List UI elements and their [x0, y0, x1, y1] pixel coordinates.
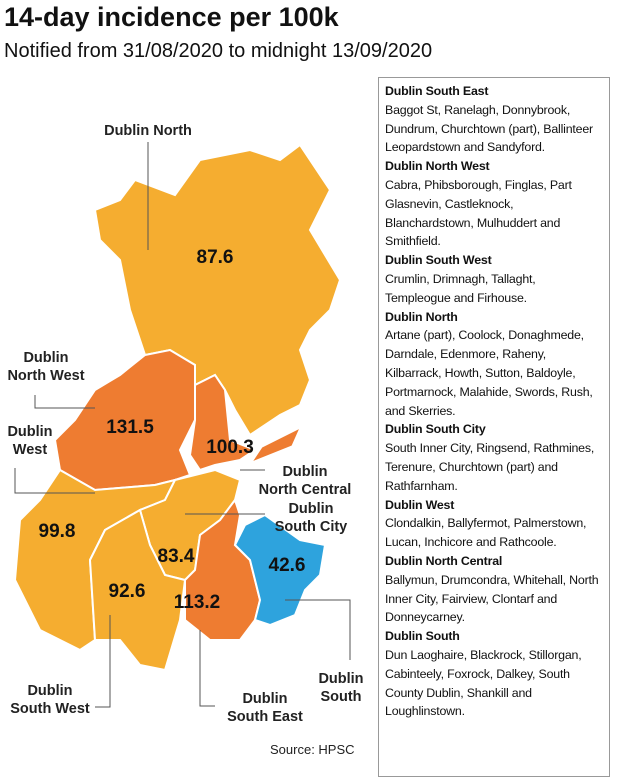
region-label: Dublin	[282, 464, 327, 480]
legend-text: Cabra, Phibsborough, Finglas, Part Glasn…	[385, 177, 572, 249]
legend-text: Dun Laoghaire, Blackrock, Stillorgan, Ca…	[385, 647, 582, 719]
leader-line	[14, 468, 95, 494]
legend-title: Dublin South	[385, 629, 460, 644]
leader-line	[95, 615, 111, 708]
region-label: West	[13, 442, 48, 458]
legend-text: Artane (part), Coolock, Donaghmede, Darn…	[385, 328, 593, 418]
legend-title: Dublin North West	[385, 159, 490, 174]
legend-text: Clondalkin, Ballyfermot, Palmerstown, Lu…	[385, 516, 587, 550]
legend-text: Crumlin, Drimnagh, Tallaght, Templeogue …	[385, 271, 536, 305]
region	[88, 508, 187, 672]
region-value: 100.3	[206, 437, 254, 458]
legend-title: Dublin West	[385, 497, 455, 512]
leader-line	[285, 599, 351, 660]
legend-text: Ballymun, Drumcondra, Whitehall, North I…	[385, 572, 599, 625]
region-value: 42.6	[269, 555, 306, 576]
region-label: Dublin	[27, 683, 72, 699]
source: Source: HPSC	[270, 742, 355, 757]
legend-title: Dublin South East	[385, 84, 489, 98]
region-label: South	[320, 689, 361, 705]
map: 87.6 Dublin North 131.5 Dublin North West 100…	[7, 123, 363, 725]
legend-title: Dublin North Central	[385, 553, 503, 568]
region-value: 83.4	[158, 546, 195, 567]
region-label: Dublin	[242, 691, 287, 707]
region	[188, 373, 258, 472]
region-label: Dublin North	[104, 123, 192, 139]
region	[53, 348, 196, 492]
region-value: 87.6	[197, 247, 234, 268]
title: 14-day incidence per 100k	[4, 2, 339, 32]
subtitle: Notified from 31/08/2020 to midnight 13/…	[4, 40, 433, 62]
region-label: South City	[275, 519, 348, 535]
region-label: South East	[227, 709, 303, 725]
region-label: Dublin	[23, 350, 68, 366]
region-label: Dublin	[288, 501, 333, 517]
legend: Dublin South East Baggot St, Ranelagh, Do…	[378, 77, 610, 777]
region-part	[250, 426, 302, 464]
region-label: Dublin	[7, 424, 52, 440]
legend-title: Dublin North	[385, 309, 458, 324]
region-value: 131.5	[106, 417, 154, 438]
region-value: 92.6	[109, 581, 146, 602]
region-label: North Central	[259, 482, 352, 498]
legend-title: Dublin South West	[385, 253, 492, 268]
region-label: Dublin	[318, 671, 363, 687]
region-value: 99.8	[39, 521, 76, 542]
region-label: North West	[7, 368, 84, 384]
region	[233, 513, 327, 627]
region-label: South West	[10, 701, 90, 717]
leader-line	[199, 630, 215, 707]
region-value: 113.2	[174, 592, 221, 613]
leader-line	[34, 395, 95, 409]
legend-title: Dublin South City	[385, 422, 486, 437]
legend-text: South Inner City, Ringsend, Rathmines, T…	[385, 441, 595, 493]
legend-text: Baggot St, Ranelagh, Donnybrook, Dundrum…	[385, 102, 593, 155]
